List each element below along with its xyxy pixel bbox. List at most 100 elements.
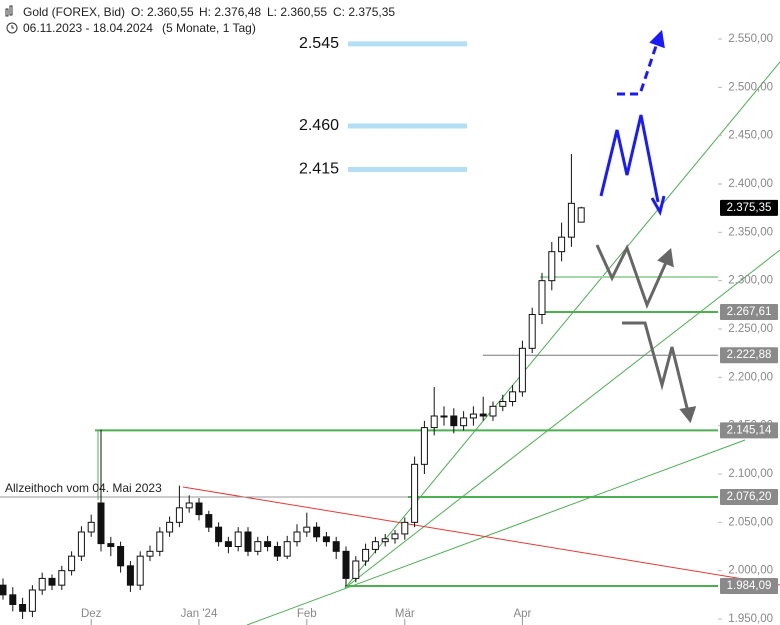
y-tick-label: 2.350,00 <box>728 226 773 238</box>
candle-body <box>136 555 144 586</box>
candle-body <box>352 560 360 579</box>
target-label: 2.460 <box>299 117 339 134</box>
level-label-box <box>720 347 778 364</box>
quote-high: H: 2.376,48 <box>199 5 261 19</box>
candle-body <box>362 548 370 562</box>
level-label-box <box>720 199 778 216</box>
candle-body <box>97 502 105 545</box>
quote-low: L: 2.360,55 <box>267 5 327 19</box>
candle-body <box>293 531 301 543</box>
candle-body <box>401 521 409 535</box>
x-tick-label: Dez <box>81 608 102 620</box>
trend-lines <box>246 61 780 625</box>
annotation: Allzeithoch vom 04. Mai 2023 <box>5 481 162 495</box>
candle-body <box>548 251 556 282</box>
candle-body <box>528 314 536 349</box>
x-tick-label: Feb <box>297 608 317 620</box>
y-tick-label: 2.550,00 <box>728 33 773 45</box>
target-label: 2.545 <box>299 35 339 52</box>
candle-body <box>391 533 399 540</box>
quote-open: O: 2.360,55 <box>131 5 194 19</box>
candle-body <box>195 502 203 516</box>
candle-body <box>244 531 252 552</box>
candle-body <box>489 405 497 417</box>
candle-body <box>126 565 134 586</box>
candle-body <box>224 541 232 548</box>
candle-body <box>499 401 507 407</box>
level-label-box <box>720 303 778 320</box>
level-label-box <box>720 578 778 595</box>
scenario-arrows <box>595 29 697 424</box>
chart-title: Gold (FOREX, Bid) <box>23 5 125 19</box>
candle-body <box>440 415 448 418</box>
candle-body <box>48 577 56 586</box>
y-tick-label: 2.500,00 <box>728 81 773 93</box>
candle-body <box>117 546 125 567</box>
level-label: 2.375,35 <box>727 202 772 214</box>
candle-body <box>146 550 154 557</box>
candle-body <box>9 594 17 605</box>
candle-body <box>558 236 566 253</box>
candle-body <box>322 536 330 543</box>
candle-body <box>567 202 575 238</box>
candle-body <box>38 577 46 591</box>
candle-body <box>313 526 321 538</box>
candle-body <box>371 541 379 550</box>
x-tick-label: Mär <box>395 608 415 620</box>
candle-body <box>509 391 517 403</box>
candle-body <box>283 541 291 557</box>
candle-body <box>577 207 585 223</box>
candle-body <box>19 604 27 612</box>
candle-body <box>234 531 242 547</box>
candle-body <box>479 413 487 417</box>
level-label: 1.984,09 <box>727 580 772 592</box>
candle-body <box>166 521 174 533</box>
candle-body <box>430 415 438 429</box>
candle-body <box>411 463 419 523</box>
candle-body <box>28 589 36 612</box>
candle-body <box>68 555 76 572</box>
candle-body <box>518 347 526 393</box>
candle-body <box>381 538 389 543</box>
candle-body <box>175 507 183 523</box>
candle-body <box>332 541 340 552</box>
y-tick-label: 2.100,00 <box>728 468 773 480</box>
level-label: 2.145,14 <box>727 424 772 436</box>
period: (5 Monate, 1 Tag) <box>162 21 256 35</box>
candle-body <box>460 417 468 427</box>
candle-body <box>156 531 164 552</box>
y-tick-label: 2.000,00 <box>728 565 773 577</box>
y-tick-label: 2.200,00 <box>728 371 773 383</box>
candle-body <box>77 531 85 557</box>
candle-body <box>303 526 311 533</box>
y-tick-label: 2.400,00 <box>728 178 773 190</box>
candle-body <box>273 546 281 557</box>
level-label-box <box>720 422 778 439</box>
date-range: 06.11.2023 - 18.04.2024 <box>23 21 153 35</box>
y-tick-label: 2.250,00 <box>728 323 773 335</box>
candle-body <box>87 521 95 533</box>
target-label: 2.415 <box>299 161 339 178</box>
candle-body <box>342 550 350 579</box>
candle-body <box>254 541 262 552</box>
y-tick-label: 1.950,00 <box>728 613 773 625</box>
quote-close: C: 2.375,35 <box>333 5 395 19</box>
candle-body <box>264 541 272 548</box>
level-label: 2.076,20 <box>727 491 772 503</box>
x-tick-label: Apr <box>513 608 531 620</box>
candle-body <box>0 584 7 596</box>
level-label: 2.222,88 <box>727 349 772 361</box>
level-label: 2.267,61 <box>727 306 772 318</box>
candle-body <box>450 415 458 427</box>
candle-body <box>469 413 477 419</box>
candle-body <box>420 427 428 465</box>
y-tick-label: 2.050,00 <box>728 516 773 528</box>
y-tick-label: 2.450,00 <box>728 130 773 142</box>
candle-body <box>538 280 546 315</box>
candle-body <box>215 526 223 543</box>
candle-body <box>58 570 66 586</box>
level-label-box <box>720 489 778 506</box>
y-tick-label: 2.300,00 <box>728 275 773 287</box>
candle-body <box>205 514 213 528</box>
